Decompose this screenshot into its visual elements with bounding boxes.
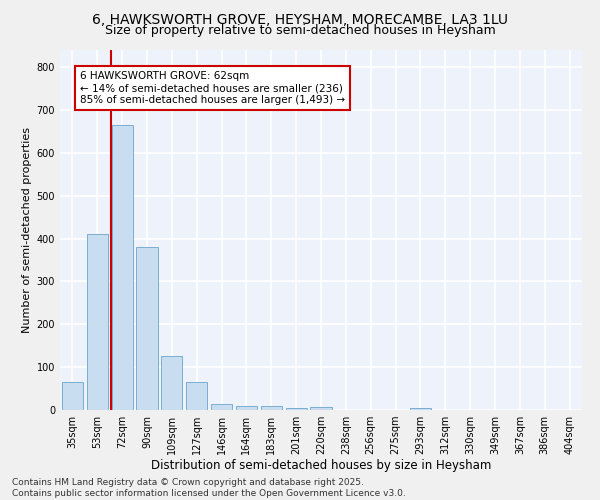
Bar (286, 408, 307, 410)
Bar (236, 406, 257, 410)
Bar (161, 356, 182, 410)
Text: Contains HM Land Registry data © Crown copyright and database right 2025.
Contai: Contains HM Land Registry data © Crown c… (12, 478, 406, 498)
Bar (87, 234, 108, 410)
Bar (211, 404, 232, 410)
Bar (112, 125, 133, 410)
Y-axis label: Number of semi-detached properties: Number of semi-detached properties (22, 127, 32, 333)
Bar (410, 408, 431, 410)
Bar (310, 406, 332, 410)
Text: 6 HAWKSWORTH GROVE: 62sqm
← 14% of semi-detached houses are smaller (236)
85% of: 6 HAWKSWORTH GROVE: 62sqm ← 14% of semi-… (80, 72, 345, 104)
Text: 6, HAWKSWORTH GROVE, HEYSHAM, MORECAMBE, LA3 1LU: 6, HAWKSWORTH GROVE, HEYSHAM, MORECAMBE,… (92, 12, 508, 26)
Text: Size of property relative to semi-detached houses in Heysham: Size of property relative to semi-detach… (104, 24, 496, 37)
Bar (62, 382, 83, 410)
Bar (136, 247, 158, 410)
X-axis label: Distribution of semi-detached houses by size in Heysham: Distribution of semi-detached houses by … (151, 458, 491, 471)
Bar (261, 406, 282, 410)
Bar (186, 382, 207, 410)
